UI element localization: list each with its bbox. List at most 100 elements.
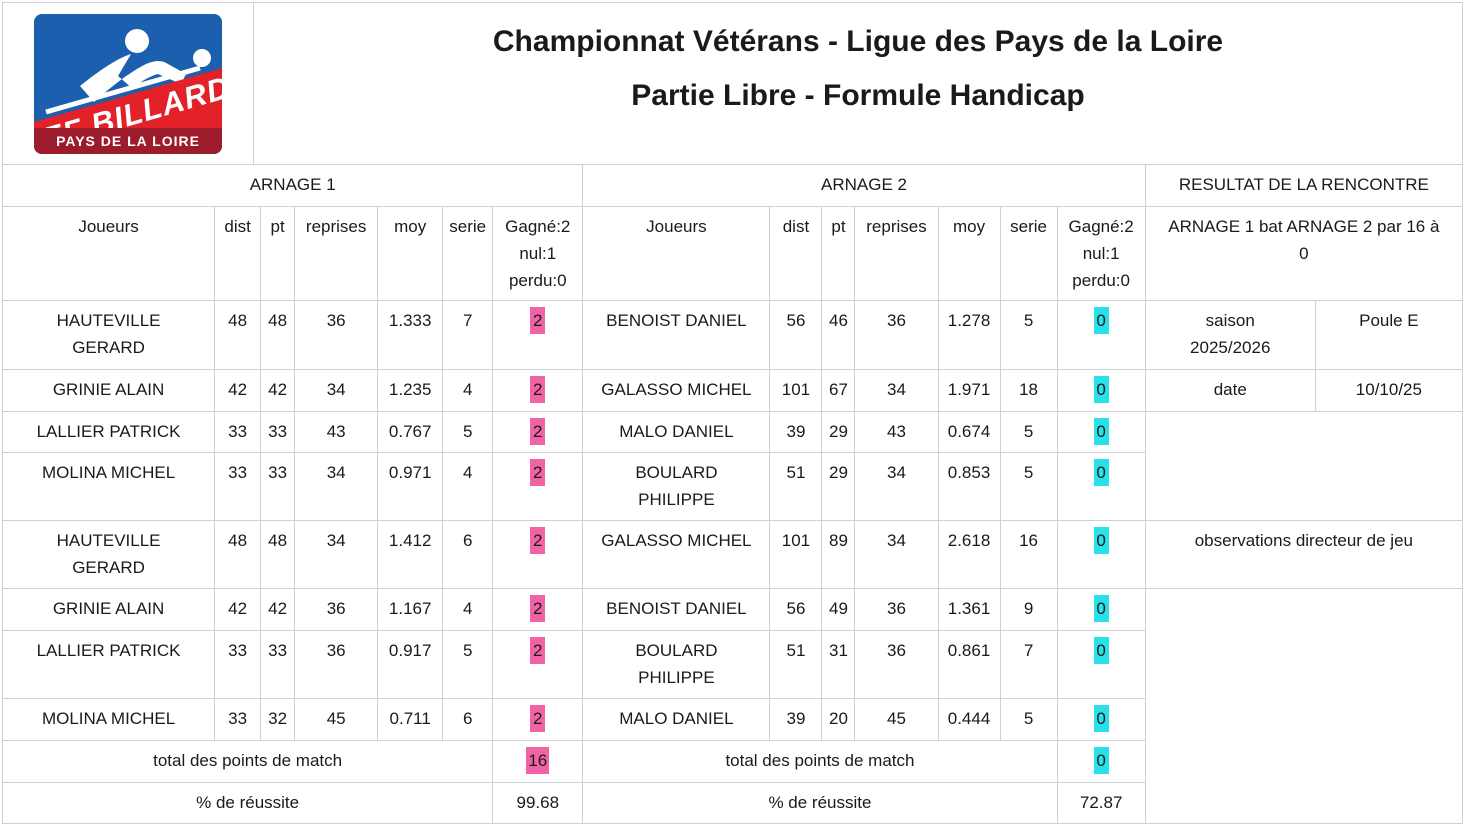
total-points-cell: 0 xyxy=(1056,740,1146,783)
table-row: LALLIER PATRICK 33 33 36 0.917 5 2 BOULA… xyxy=(1,630,1463,699)
dist-value: 42 xyxy=(214,588,262,631)
match-points-badge: 0 xyxy=(1093,376,1109,403)
serie-value: 16 xyxy=(999,520,1058,589)
col-serie: serie xyxy=(999,206,1058,301)
col-dist: dist xyxy=(214,206,262,301)
reprises-value: 45 xyxy=(294,698,379,741)
moy-value: 0.711 xyxy=(377,698,444,741)
total-row: total des points de match 16 total des p… xyxy=(1,740,1463,783)
match-points-badge: 2 xyxy=(530,418,546,445)
page-header: FF BILLARD PAYS DE LA LOIRE Championnat … xyxy=(2,2,1463,164)
match-points-cell: 0 xyxy=(1056,452,1146,521)
dist-value: 48 xyxy=(214,300,262,370)
serie-value: 5 xyxy=(999,411,1058,453)
reprises-value: 43 xyxy=(854,411,939,453)
match-points-badge: 0 xyxy=(1093,418,1109,445)
moy-value: 1.278 xyxy=(937,300,1001,370)
moy-value: 2.618 xyxy=(937,520,1001,589)
section-header-row: ARNAGE 1 ARNAGE 2 RESULTAT DE LA RENCONT… xyxy=(1,164,1464,207)
total-points-cell: 16 xyxy=(492,740,584,783)
serie-value: 5 xyxy=(999,300,1058,370)
pt-value: 33 xyxy=(260,630,296,699)
match-points-cell: 0 xyxy=(1056,698,1146,741)
pt-value: 89 xyxy=(821,520,856,589)
col-joueurs: Joueurs xyxy=(582,206,771,301)
total-label: total des points de match xyxy=(1,740,494,783)
match-points-cell: 2 xyxy=(492,520,584,589)
player-name: GALASSO MICHEL xyxy=(582,520,771,589)
total-points-badge: 16 xyxy=(526,747,550,774)
page-title-line2: Partie Libre - Formule Handicap xyxy=(631,79,1085,112)
date-value: 10/10/25 xyxy=(1314,369,1464,412)
total-points-badge: 0 xyxy=(1093,747,1109,774)
table-row: HAUTEVILLE GERARD 48 48 36 1.333 7 2 BEN… xyxy=(1,300,1464,370)
date-label: date xyxy=(1144,369,1316,412)
reprises-value: 36 xyxy=(854,300,939,370)
dist-value: 33 xyxy=(214,630,262,699)
col-points: Gagné:2 nul:1 perdu:0 xyxy=(1056,206,1146,301)
dist-value: 101 xyxy=(769,369,823,412)
pct-label: % de réussite xyxy=(582,782,1058,824)
match-points-cell: 2 xyxy=(492,300,584,370)
pt-value: 67 xyxy=(821,369,856,412)
table-row: LALLIER PATRICK 33 33 43 0.767 5 2 MALO … xyxy=(1,411,1464,521)
serie-value: 6 xyxy=(442,698,494,741)
pt-value: 48 xyxy=(260,520,296,589)
result-empty-cell xyxy=(1144,588,1464,824)
col-reprises: reprises xyxy=(854,206,939,301)
result-header: RESULTAT DE LA RENCONTRE xyxy=(1144,164,1464,207)
reprises-value: 34 xyxy=(854,520,939,589)
match-points-badge: 2 xyxy=(530,307,546,334)
reprises-value: 36 xyxy=(854,630,939,699)
pt-value: 32 xyxy=(260,698,296,741)
dist-value: 33 xyxy=(214,698,262,741)
match-points-badge: 0 xyxy=(1093,637,1109,664)
serie-value: 7 xyxy=(999,630,1058,699)
pt-value: 33 xyxy=(260,452,296,521)
player-name: MOLINA MICHEL xyxy=(1,452,216,521)
match-points-cell: 0 xyxy=(1056,588,1146,631)
page-title-line1: Championnat Vétérans - Ligue des Pays de… xyxy=(492,25,1224,58)
pt-value: 48 xyxy=(260,300,296,370)
match-points-cell: 0 xyxy=(1056,411,1146,453)
match-points-badge: 0 xyxy=(1093,595,1109,622)
moy-value: 1.333 xyxy=(377,300,444,370)
pt-value: 29 xyxy=(821,411,856,453)
match-points-badge: 0 xyxy=(1093,705,1109,732)
moy-value: 1.971 xyxy=(937,369,1001,412)
match-points-cell: 2 xyxy=(492,452,584,521)
match-points-badge: 2 xyxy=(530,527,546,554)
moy-value: 0.444 xyxy=(937,698,1001,741)
reprises-value: 36 xyxy=(294,630,379,699)
col-dist: dist xyxy=(769,206,823,301)
player-name: MOLINA MICHEL xyxy=(1,698,216,741)
moy-value: 1.235 xyxy=(377,369,444,412)
pt-value: 29 xyxy=(821,452,856,521)
moy-value: 0.853 xyxy=(937,452,1001,521)
pt-value: 42 xyxy=(260,588,296,631)
pt-value: 42 xyxy=(260,369,296,412)
moy-value: 0.674 xyxy=(937,411,1001,453)
player-name: BENOIST DANIEL xyxy=(582,300,771,370)
pt-value: 33 xyxy=(260,411,296,453)
player-name: MALO DANIEL xyxy=(582,698,771,741)
table-row: GRINIE ALAIN 42 42 34 1.235 4 2 GALASSO … xyxy=(1,369,1464,412)
player-name: BENOIST DANIEL xyxy=(582,588,771,631)
match-points-badge: 2 xyxy=(530,376,546,403)
moy-value: 0.917 xyxy=(377,630,444,699)
serie-value: 4 xyxy=(442,369,494,412)
match-points-cell: 0 xyxy=(1056,630,1146,699)
reprises-value: 34 xyxy=(294,520,379,589)
reprises-value: 43 xyxy=(294,411,379,453)
match-points-badge: 2 xyxy=(530,637,546,664)
serie-value: 5 xyxy=(442,630,494,699)
player-name: BOULARD PHILIPPE xyxy=(582,452,771,521)
match-result-table: ARNAGE 1 ARNAGE 2 RESULTAT DE LA RENCONT… xyxy=(1,164,1464,824)
col-serie: serie xyxy=(442,206,494,301)
col-points: Gagné:2 nul:1 perdu:0 xyxy=(492,206,584,301)
dist-value: 56 xyxy=(769,300,823,370)
moy-value: 0.767 xyxy=(377,411,444,453)
pt-value: 46 xyxy=(821,300,856,370)
serie-value: 4 xyxy=(442,452,494,521)
pct-value: 99.68 xyxy=(492,782,584,824)
